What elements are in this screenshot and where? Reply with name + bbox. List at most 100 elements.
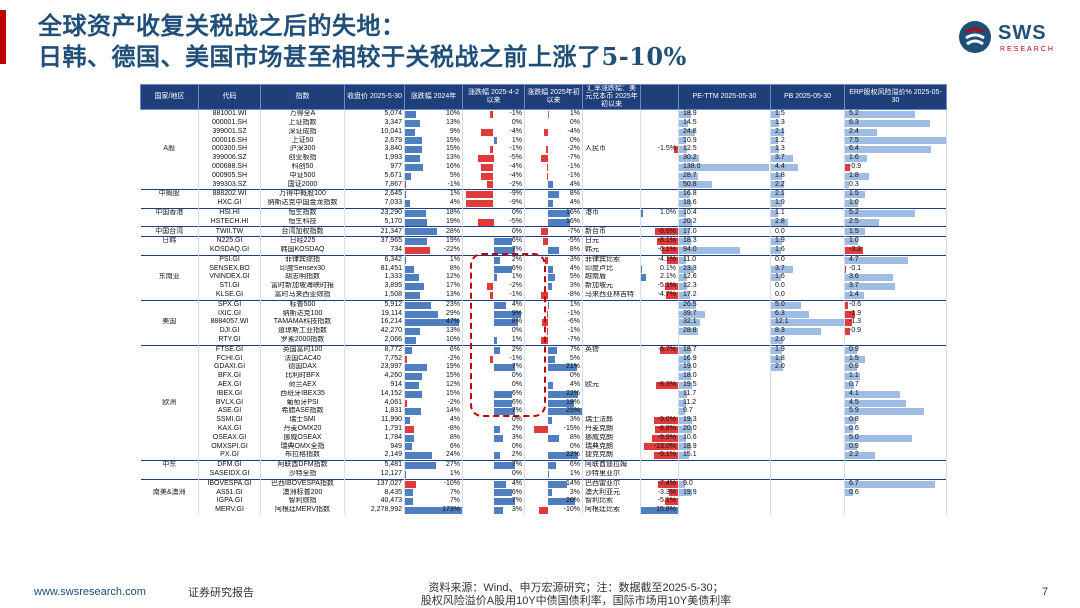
change-ytd-cell: 1% [524,299,583,310]
erp-cell-bar [845,246,863,254]
fx-change-cell [640,309,679,319]
change-ytd-cell-value: 0% [569,136,580,144]
erp-cell-bar [845,425,854,433]
change-ytd-cell-value: 5% [569,273,580,281]
pe-cell [678,469,771,480]
change-since-apr2-cell: 3% [462,433,525,443]
change-2024-cell-value: 16% [445,162,460,170]
change-ytd-cell-bar [547,283,552,291]
change-ytd-cell-value: 16% [565,208,580,216]
index-name-cell: 上证指数 [260,118,345,128]
index-name-cell: 巴西IBOVESPA指数 [260,478,345,489]
pb-cell: 1.3 [770,145,845,154]
change-since-apr2-cell-bar [493,346,500,354]
pe-cell: 9.7 [678,407,771,417]
index-name-cell: 台湾加权指数 [260,226,345,237]
fx-change-cell [640,171,679,181]
region-cell [140,180,199,190]
page-title: 全球资产收复关税战之后的失地： 日韩、德国、美国市场甚至相较于关税战之前上涨了5… [38,10,687,72]
fx-change-cell-value: -3.3% [657,488,676,496]
code-cell: 000001.SH [198,118,261,128]
change-2024-cell: 5% [404,171,463,181]
close-cell: 1,333 [344,273,405,283]
pb-cell: 12.1 [770,318,845,328]
region-cell [140,478,199,489]
change-ytd-cell-value: 22% [565,451,580,459]
index-name-cell: 德国DAX [260,363,345,373]
change-since-apr2-cell-bar [490,355,494,363]
change-ytd-cell-value: -6% [567,318,580,326]
change-2024-cell-value: 47% [445,318,460,326]
erp-cell-value: 6.4 [849,145,859,153]
pb-cell [770,424,845,434]
change-since-apr2-cell-value: -1% [509,291,522,299]
change-ytd-cell: 20% [524,497,583,507]
pe-cell-value: 10.6 [683,433,697,441]
pe-cell: 18.6 [678,198,771,209]
erp-cell: 3.6 [844,273,947,283]
change-ytd-cell: 19% [524,398,583,408]
change-since-apr2-cell: 0% [462,416,525,425]
region-cell [140,162,199,172]
pe-cell: 28.7 [678,171,771,181]
change-since-apr2-cell: -2% [462,180,525,190]
pb-cell: 1.1 [770,207,845,218]
pe-cell-value: 18.7 [683,345,697,353]
erp-cell: 1.1 [844,372,947,381]
change-2024-cell-bar [405,301,432,309]
pb-cell-value: 1.9 [775,237,785,245]
pe-cell-bar [679,399,687,407]
erp-cell-bar [845,163,850,171]
region-cell [140,344,199,355]
change-2024-cell-value: -8% [447,425,460,433]
change-since-apr2-cell-value: 6% [511,237,522,245]
fx-change-cell-value: -5.1% [657,282,676,290]
fx-currency-cell [582,189,641,199]
erp-cell-bar [845,355,866,363]
change-2024-cell-value: 14% [445,407,460,415]
change-since-apr2-cell-bar [493,265,512,273]
pe-cell: 19.5 [678,380,771,390]
region-cell [140,109,199,119]
fx-change-cell-value: -9.1% [657,451,676,459]
change-2024-cell-bar [405,146,423,154]
change-since-apr2-cell-value: -4% [509,162,522,170]
change-since-apr2-cell: 8% [462,318,525,328]
change-ytd-cell-value: 1% [569,110,580,118]
footer-source-line-1: 资料来源：Wind、申万宏源研究；注：数据截至2025-5-30； [428,582,724,594]
table-row: IXIC.GI 纳斯达克100 19,114 29% 9% -1% 39.7 6.3 -1.9 [140,309,947,319]
pe-cell: 26.5 [678,299,771,310]
change-since-apr2-cell-value: 2% [511,345,522,353]
erp-cell-value: 2.5 [849,217,859,225]
code-cell: ASE.GI [198,407,261,417]
index-name-cell: 罗素2000指数 [260,335,345,346]
change-ytd-cell-value: -1% [567,171,580,179]
erp-cell-bar [845,111,916,118]
pb-cell: 2.8 [770,217,845,227]
erp-cell-bar [845,390,901,398]
region-cell [140,407,199,417]
change-2024-cell-bar [405,291,420,299]
change-2024-cell: 15% [404,372,463,381]
pe-cell-value: 10.4 [683,208,697,216]
change-ytd-cell: 7% [524,344,583,355]
region-cell: 日韩 [140,236,199,246]
table-row: 中国香港 HSI.HI 恒生指数 23,290 18% 0% 16% 港币 1.0% 10.4 1.… [140,207,947,218]
footer-url[interactable]: www.swsresearch.com [34,586,146,598]
change-since-apr2-cell-value: 7% [511,497,522,505]
pb-cell: 0.0 [770,282,845,291]
change-ytd-cell-bar [545,146,548,154]
code-cell: HXC.GI [198,198,261,209]
change-ytd-cell-bar [547,381,554,389]
change-ytd-cell: 16% [524,207,583,218]
change-ytd-cell-bar [547,364,577,372]
change-ytd-cell: -1% [524,309,583,319]
pb-cell-value: 4.4 [775,162,785,170]
pe-cell: 18.0 [678,372,771,381]
change-since-apr2-cell-value: 0% [511,118,522,126]
fx-change-cell: -6.1% [640,245,679,256]
fx-change-cell-bar [664,283,678,291]
change-since-apr2-cell-value: 2% [511,451,522,459]
pb-cell-value: 1.9 [775,345,785,353]
